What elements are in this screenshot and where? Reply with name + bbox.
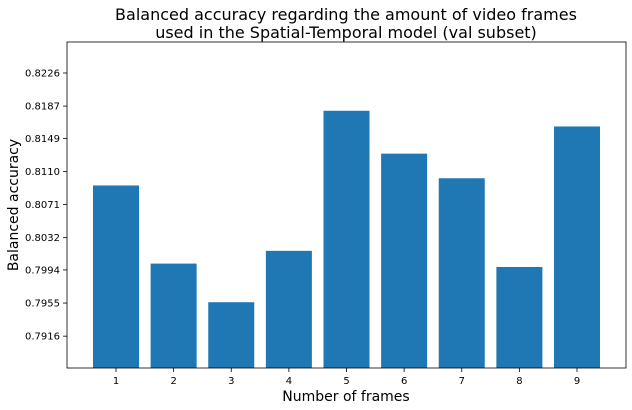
x-axis-ticks: 1 2 3 4 5 6 7 8 9 [113, 368, 580, 387]
y-tick-label-5: 0.8110 [25, 167, 60, 178]
x-tick-label-5: 5 [343, 376, 349, 387]
plot-frame [66, 41, 627, 369]
y-tick-label-7: 0.8187 [25, 102, 60, 113]
x-tick-label-2: 2 [170, 376, 176, 387]
y-tick-label-4: 0.8071 [25, 200, 60, 211]
y-tick-label-8: 0.8226 [25, 68, 60, 79]
bar-7 [438, 178, 485, 368]
x-axis-label: Number of frames [282, 389, 409, 405]
bar-6 [381, 153, 428, 368]
y-axis-ticks: 0.7916 0.7955 0.7994 0.8032 0.8071 0.8110 0.81… [25, 68, 67, 343]
bar-1 [93, 185, 139, 368]
x-tick-label-9: 9 [574, 376, 580, 387]
bar-9 [554, 126, 600, 368]
x-tick-label-7: 7 [459, 376, 465, 387]
bars-group [93, 110, 600, 369]
bar-2 [150, 263, 197, 368]
y-tick-label-1: 0.7955 [25, 299, 60, 310]
y-tick-label-6: 0.8149 [25, 134, 60, 145]
x-tick-label-3: 3 [228, 376, 234, 387]
x-tick-label-1: 1 [113, 376, 119, 387]
plot-area: 1 2 3 4 5 6 7 8 9 0.7916 0.7955 0.7994 0.8032 0.8071… [25, 41, 627, 387]
y-axis-label: Balanced accuracy [6, 139, 22, 271]
y-tick-label-3: 0.8032 [25, 233, 60, 244]
y-tick-label-2: 0.7994 [25, 265, 60, 276]
bar-5 [323, 110, 370, 369]
x-tick-label-8: 8 [516, 376, 522, 387]
chart-title: Balanced accuracy regarding the amount o… [115, 5, 577, 42]
chart-title-line-1: Balanced accuracy regarding the amount o… [115, 5, 577, 24]
y-tick-label-0: 0.7916 [25, 332, 60, 343]
x-tick-label-6: 6 [401, 376, 407, 387]
bar-8 [496, 266, 543, 368]
chart-title-line-2: used in the Spatial-Temporal model (val … [155, 23, 537, 42]
bar-3 [208, 302, 255, 368]
x-tick-label-4: 4 [286, 376, 292, 387]
bar-4 [265, 250, 312, 368]
